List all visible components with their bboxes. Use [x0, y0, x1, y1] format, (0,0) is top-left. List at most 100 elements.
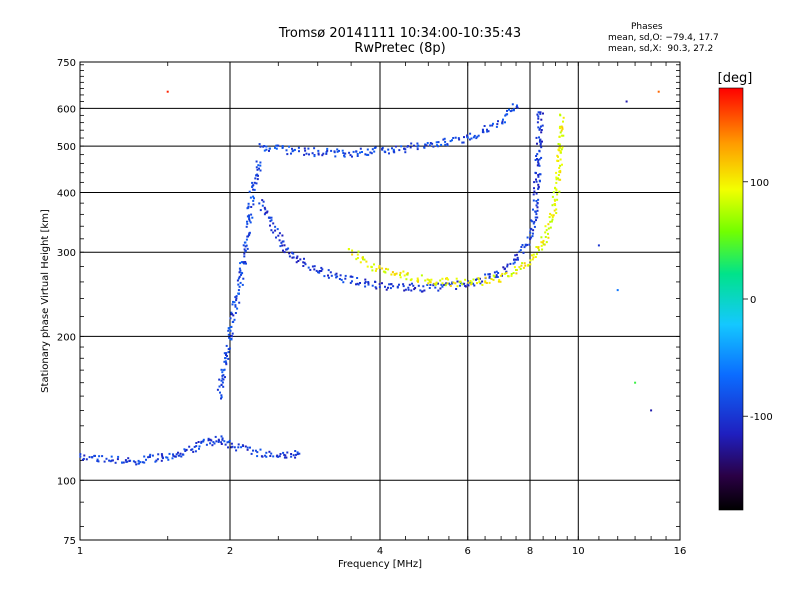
echo-point [555, 181, 558, 184]
echo-point [259, 448, 262, 451]
echo-point [231, 321, 234, 323]
echo-point [222, 378, 225, 381]
echo-point [327, 274, 329, 277]
echo-point [410, 278, 413, 281]
echo-point [390, 273, 393, 276]
echo-point [532, 222, 535, 225]
echo-point [501, 120, 504, 123]
y-axis-label: Stationary phase Virtual Height [km] [40, 209, 51, 393]
echo-point [433, 282, 436, 285]
echo-point [366, 265, 369, 268]
echo-point [281, 147, 284, 149]
echo-point [536, 202, 539, 204]
echo-point [454, 282, 457, 285]
echo-point [512, 262, 515, 265]
echo-point [279, 453, 282, 455]
echo-point [336, 275, 339, 278]
echo-point [492, 278, 495, 281]
echo-point [468, 138, 471, 141]
echo-point [234, 296, 237, 299]
echo-point [539, 173, 542, 176]
echo-point [473, 284, 476, 287]
echo-point [265, 455, 268, 458]
echo-point [388, 152, 390, 155]
echo-point [558, 126, 561, 129]
echo-point [481, 280, 484, 283]
echo-point [172, 454, 175, 457]
echo-point [498, 279, 501, 282]
echo-point [303, 153, 306, 156]
echo-point [237, 283, 240, 286]
echo-point [145, 458, 147, 461]
echo-point [559, 114, 562, 117]
echo-point [285, 456, 288, 459]
echo-point [357, 250, 360, 253]
echo-point [428, 144, 431, 147]
echo-point [532, 229, 535, 232]
echo-point [477, 134, 480, 137]
echo-point [229, 338, 232, 341]
echo-point [434, 283, 437, 286]
echo-point [540, 236, 543, 239]
echo-point [334, 273, 337, 276]
echo-point [303, 261, 306, 264]
echo-point [516, 256, 519, 259]
echo-point [230, 311, 233, 314]
echo-point [233, 301, 236, 304]
echo-point [174, 455, 176, 458]
echo-point [535, 200, 538, 202]
echo-point [491, 124, 494, 127]
echo-point [327, 276, 330, 279]
echo-point [264, 454, 267, 457]
echo-point [195, 442, 198, 444]
echo-point [82, 457, 85, 460]
echo-point [220, 441, 223, 444]
echo-point [299, 258, 302, 261]
echo-point [526, 236, 529, 239]
echo-point [521, 244, 524, 246]
echo-point [254, 449, 257, 452]
echo-point [244, 245, 247, 248]
y-tick-label: 500 [57, 142, 76, 153]
echo-point [519, 249, 522, 252]
echo-point [243, 255, 246, 258]
echo-point [348, 151, 351, 154]
echo-point [479, 282, 482, 285]
echo-point [339, 274, 342, 277]
echo-point [505, 271, 508, 274]
echo-point [408, 283, 411, 286]
echo-point [325, 151, 328, 154]
echo-point [215, 440, 218, 443]
echo-point [442, 138, 445, 141]
echo-point [249, 221, 252, 224]
echo-point [488, 281, 491, 284]
echo-point [262, 200, 265, 203]
echo-point [426, 278, 429, 281]
echo-point [446, 144, 449, 147]
echo-point [451, 139, 453, 142]
echo-point [252, 449, 254, 452]
echo-point [537, 163, 540, 165]
echo-point [317, 271, 319, 274]
echo-point [437, 141, 440, 144]
echo-point [470, 282, 473, 285]
y-tick-label: 600 [57, 104, 76, 115]
echo-point [558, 135, 561, 138]
echo-point [272, 455, 275, 458]
echo-point [503, 268, 506, 271]
echo-point [162, 457, 164, 460]
echo-point [384, 285, 386, 288]
echo-point [504, 272, 507, 275]
echo-point [308, 153, 310, 156]
echo-point [329, 271, 332, 274]
echo-point [429, 281, 432, 284]
echo-point [444, 140, 447, 143]
echo-point [212, 441, 215, 444]
echo-point [278, 455, 281, 458]
echo-point [342, 152, 345, 154]
echo-point [218, 385, 221, 388]
echo-point [560, 129, 563, 132]
echo-point [509, 262, 512, 265]
echo-point [255, 160, 258, 163]
echo-point [457, 137, 460, 140]
